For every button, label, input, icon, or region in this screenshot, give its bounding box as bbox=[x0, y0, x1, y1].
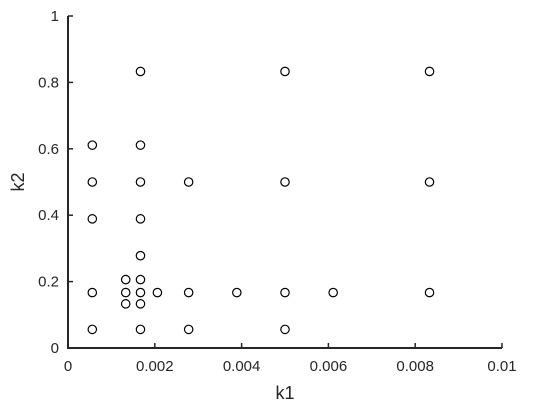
data-point bbox=[135, 214, 146, 224]
data-point bbox=[120, 287, 131, 298]
x-axis-label: k1 bbox=[275, 383, 294, 403]
data-point bbox=[87, 140, 98, 150]
x-tick-label: 0.01 bbox=[487, 358, 516, 375]
x-axis-ticks: 0 0.002 0.004 0.006 0.008 0.01 bbox=[64, 343, 517, 375]
y-axis-ticks: 0 0.2 0.4 0.6 0.8 1 bbox=[38, 8, 73, 357]
data-points bbox=[87, 66, 435, 335]
x-tick-label: 0.006 bbox=[310, 358, 348, 375]
data-point bbox=[424, 177, 435, 187]
x-tick-label: 0.008 bbox=[396, 358, 434, 375]
data-point bbox=[280, 66, 290, 77]
data-point bbox=[135, 66, 146, 77]
data-point bbox=[87, 324, 98, 335]
data-point bbox=[120, 299, 131, 309]
data-point bbox=[424, 287, 435, 298]
data-point bbox=[183, 287, 194, 298]
data-point bbox=[152, 287, 163, 298]
data-point bbox=[183, 324, 194, 335]
data-point bbox=[280, 324, 290, 335]
y-tick-label: 0.6 bbox=[38, 141, 59, 158]
y-axis-label: k2 bbox=[8, 172, 28, 191]
x-tick-label: 0.002 bbox=[136, 358, 174, 375]
data-point bbox=[87, 177, 98, 187]
data-point bbox=[280, 177, 290, 187]
data-point bbox=[135, 140, 146, 150]
data-point bbox=[424, 66, 435, 77]
y-tick-label: 0.4 bbox=[38, 207, 59, 224]
x-tick-label: 0.004 bbox=[223, 358, 261, 375]
data-point bbox=[87, 287, 98, 298]
data-point bbox=[232, 287, 242, 298]
data-point bbox=[328, 287, 338, 298]
data-point bbox=[183, 177, 194, 187]
data-point bbox=[135, 299, 146, 309]
data-point bbox=[120, 274, 131, 285]
data-point bbox=[135, 177, 146, 187]
y-tick-label: 1 bbox=[51, 8, 59, 25]
data-point bbox=[87, 214, 98, 224]
y-tick-label: 0 bbox=[51, 340, 59, 357]
x-tick-label: 0 bbox=[64, 358, 72, 375]
data-point bbox=[135, 274, 146, 285]
data-point bbox=[135, 324, 146, 335]
data-point bbox=[280, 287, 290, 298]
y-tick-label: 0.2 bbox=[38, 274, 59, 291]
data-point bbox=[135, 287, 146, 298]
y-tick-label: 0.8 bbox=[38, 74, 59, 91]
data-point bbox=[135, 250, 146, 261]
